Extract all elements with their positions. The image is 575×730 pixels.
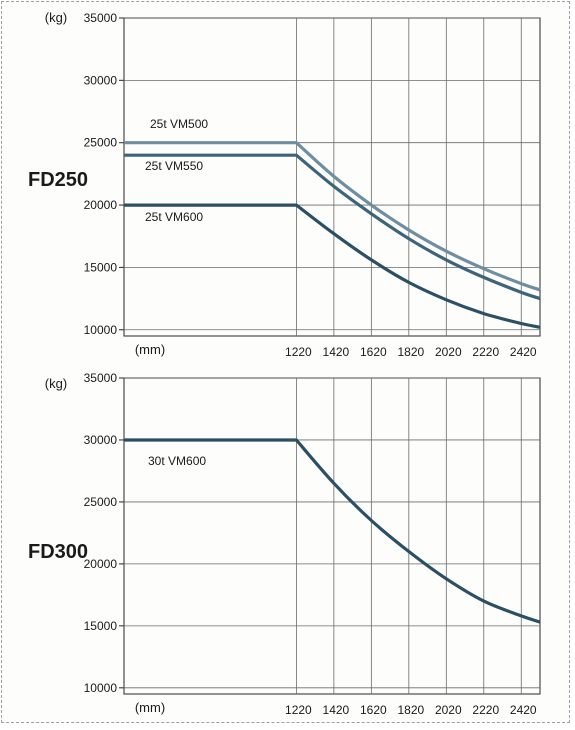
x-unit-label: (mm) (135, 342, 165, 357)
series-label: 25t VM600 (145, 210, 203, 224)
y-tick-label: 30000 (84, 73, 118, 87)
x-tick-label: 1820 (397, 345, 424, 359)
y-tick-label: 20000 (84, 557, 118, 571)
y-unit-label: (kg) (45, 376, 67, 391)
y-tick-label: 35000 (84, 11, 118, 25)
x-tick-label: 2220 (472, 703, 499, 717)
plot-border (123, 377, 541, 695)
x-tick-label: 2420 (510, 703, 537, 717)
y-tick-label: 10000 (84, 323, 118, 337)
series-line (124, 438, 541, 624)
chart-frame (1, 1, 570, 723)
model-label: FD250 (28, 169, 88, 191)
y-tick-label: 25000 (84, 136, 118, 150)
x-unit-label: (mm) (135, 700, 165, 715)
chart-fd250: 10000 15000 20000 25000 30000 35000 1220 1420 16… (28, 10, 541, 359)
x-tick-label: 2020 (435, 703, 462, 717)
series-line (124, 141, 541, 292)
y-tick-label: 10000 (84, 681, 118, 695)
y-tick-label: 15000 (84, 260, 118, 274)
x-tick-label: 1620 (360, 703, 387, 717)
x-tick-label: 1220 (285, 345, 312, 359)
y-tick-label: 30000 (84, 433, 118, 447)
series-line (124, 153, 541, 301)
y-tick-label: 25000 (84, 495, 118, 509)
series-label: 25t VM550 (145, 159, 203, 173)
series-label: 25t VM500 (150, 117, 208, 131)
plot-border (123, 17, 541, 337)
x-tick-label: 1820 (397, 703, 424, 717)
x-tick-label: 2020 (435, 345, 462, 359)
y-tick-label: 15000 (84, 619, 118, 633)
x-tick-label: 2420 (510, 345, 537, 359)
series-label: 30t VM600 (148, 454, 206, 468)
chart-fd300: 10000 15000 20000 25000 30000 35000 1220 1420 16… (28, 371, 541, 717)
y-unit-label: (kg) (45, 10, 67, 25)
x-tick-label: 1420 (323, 703, 350, 717)
y-tick-label: 20000 (84, 198, 118, 212)
x-tick-label: 2220 (472, 345, 499, 359)
model-label: FD300 (28, 541, 88, 563)
series-line (124, 203, 541, 329)
y-tick-label: 35000 (84, 371, 118, 385)
x-tick-label: 1220 (285, 703, 312, 717)
x-tick-label: 1620 (360, 345, 387, 359)
x-tick-label: 1420 (323, 345, 350, 359)
